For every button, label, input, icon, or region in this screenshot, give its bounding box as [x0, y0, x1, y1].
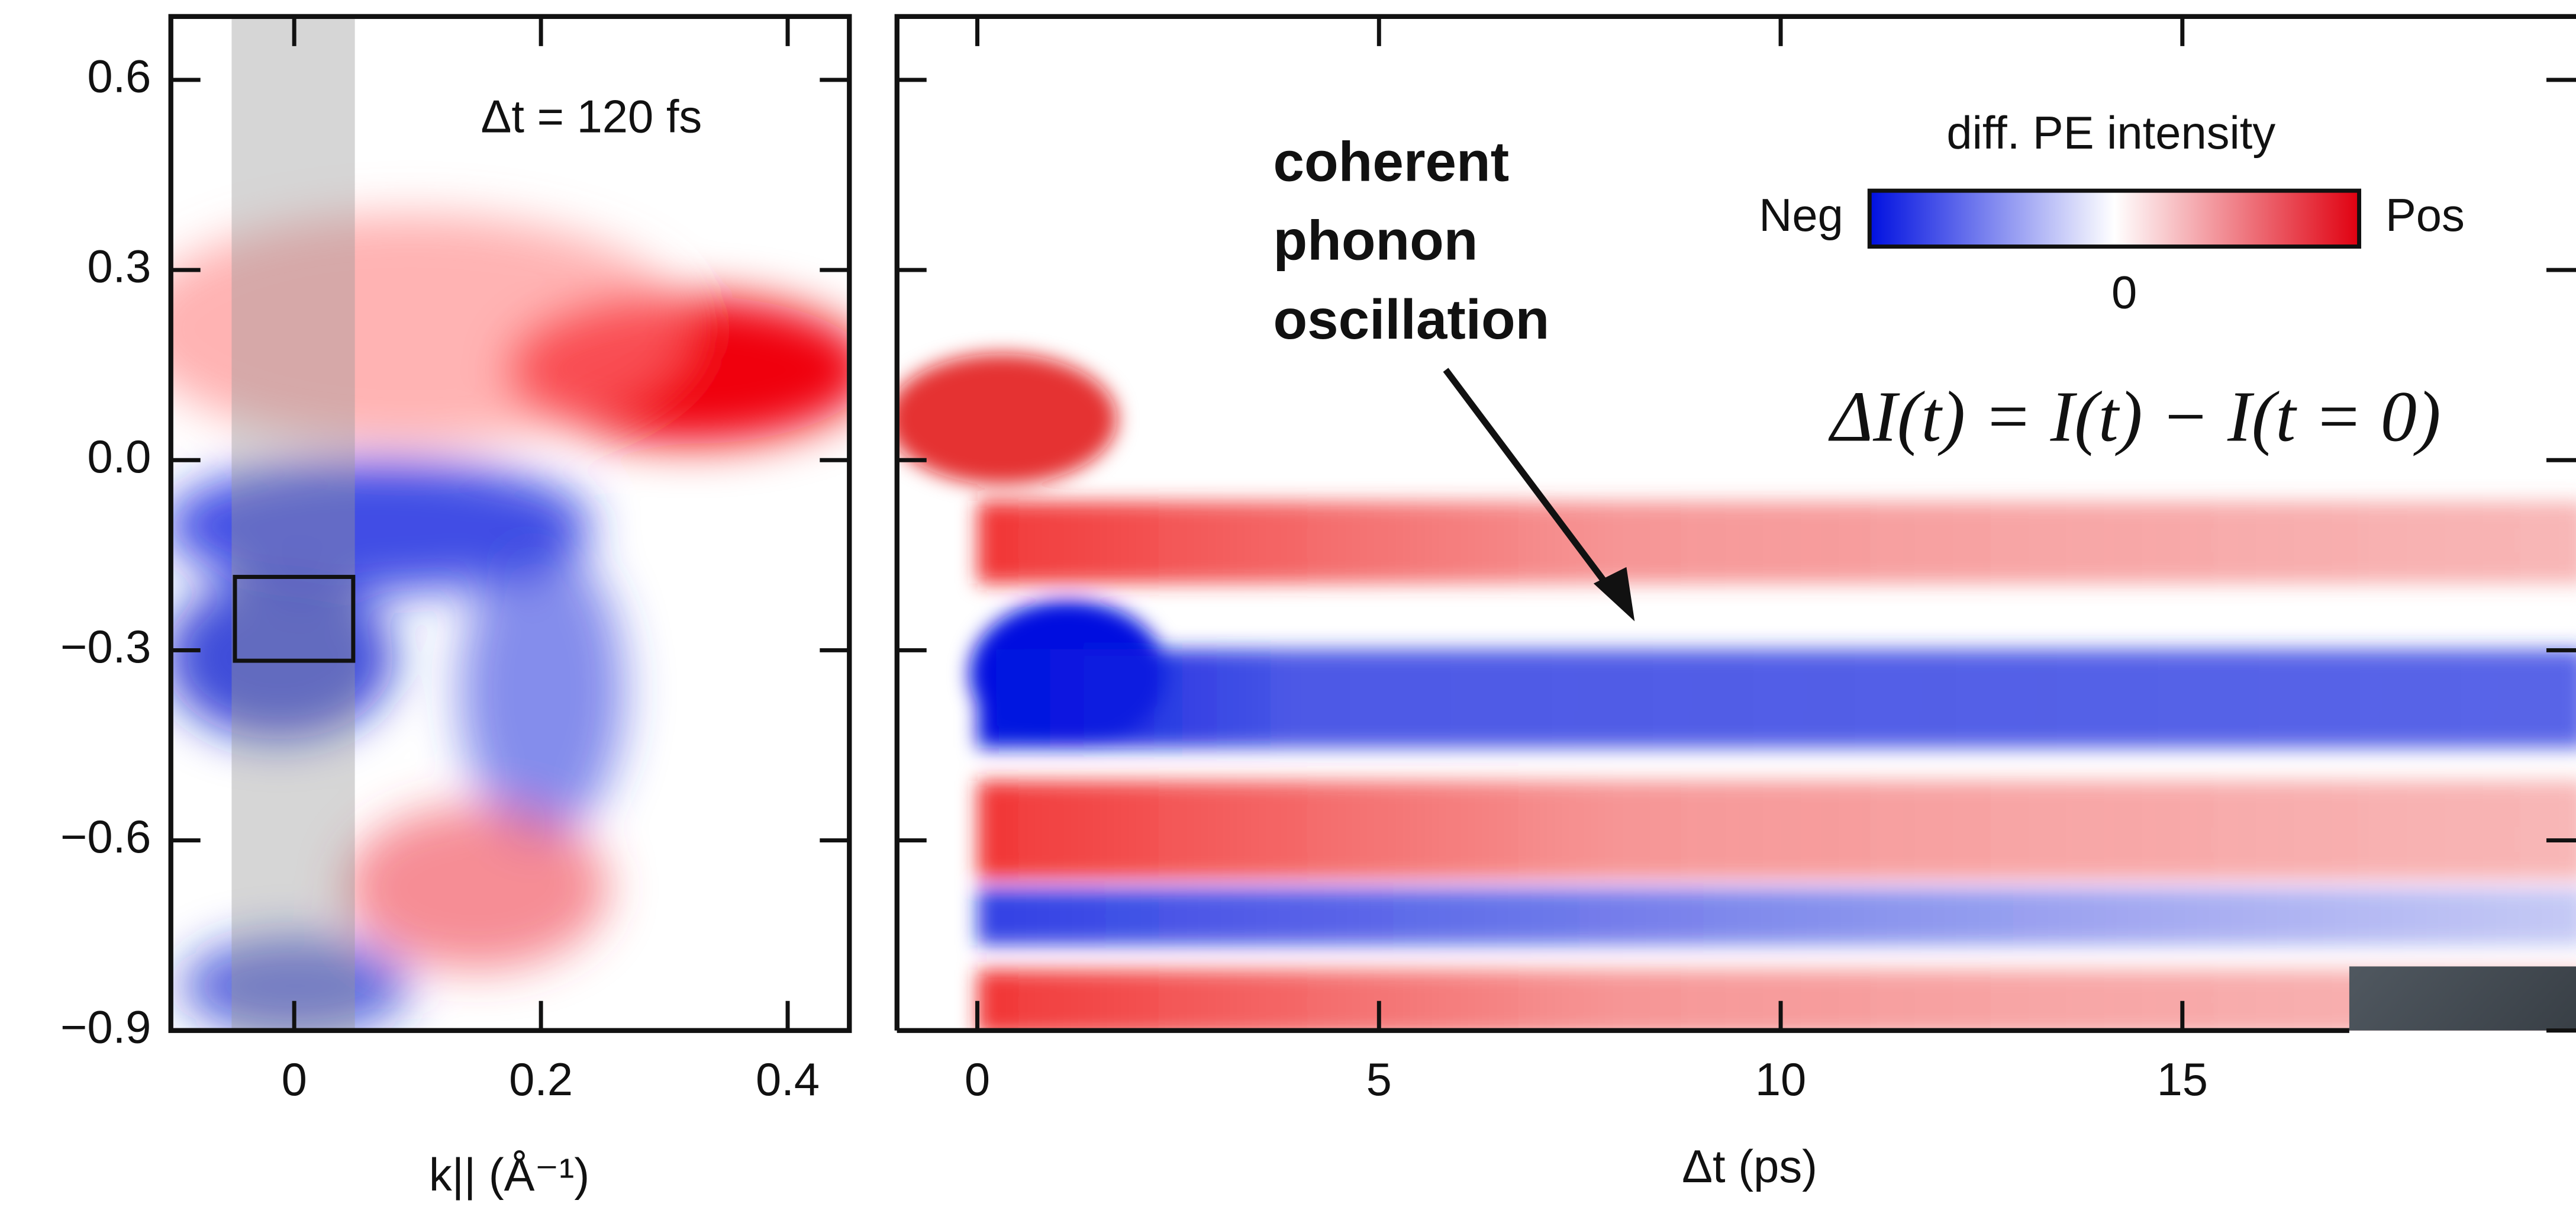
colorbar-max: Pos: [2385, 190, 2465, 241]
x-tick-label: 15: [2157, 1054, 2208, 1105]
y-tick-label: 0.3: [87, 242, 151, 292]
y-tick-label: −0.9: [60, 1002, 151, 1053]
y-tick-label: −0.6: [60, 812, 151, 863]
left-frame: [168, 14, 852, 1033]
y-tick-label: 0.6: [87, 51, 151, 102]
formula: ΔI(t) = I(t) − I(t = 0): [1827, 377, 2440, 456]
x-axis-label: k|| (Å⁻¹): [429, 1150, 589, 1201]
annotation-box: coherent phonon oscillation: [1273, 131, 1550, 352]
right-frame: [894, 14, 2576, 1033]
x-axis-label: Δt (ps): [1682, 1141, 1817, 1192]
x-tick-label: 0: [282, 1054, 307, 1105]
x-tick-label: 5: [1366, 1054, 1392, 1105]
arrow-head: [1593, 567, 1635, 622]
arrow: [1443, 368, 1621, 602]
logo: [2349, 966, 2576, 1031]
right-heatmap: [897, 353, 2576, 1031]
colorbar-min: Neg: [1759, 190, 1843, 241]
x-tick-label: 0.4: [756, 1054, 820, 1105]
phonon-annotation: coherent phonon oscillation: [1273, 131, 1550, 352]
colorbar-center: 0: [2111, 267, 2137, 318]
y-tick-label: 0.0: [87, 432, 151, 482]
x-tick-label: 0.2: [509, 1054, 573, 1105]
x-tick-label: 10: [1755, 1054, 1806, 1105]
colorbar-label: diff. PE intensity: [1946, 108, 2275, 159]
x-tick-label: 0: [965, 1054, 990, 1105]
delay-annotation: Δt = 120 fs: [481, 91, 702, 142]
y-tick-label: −0.3: [60, 622, 151, 673]
colorbar: [1867, 188, 2362, 249]
left-heatmap: [170, 16, 850, 1031]
